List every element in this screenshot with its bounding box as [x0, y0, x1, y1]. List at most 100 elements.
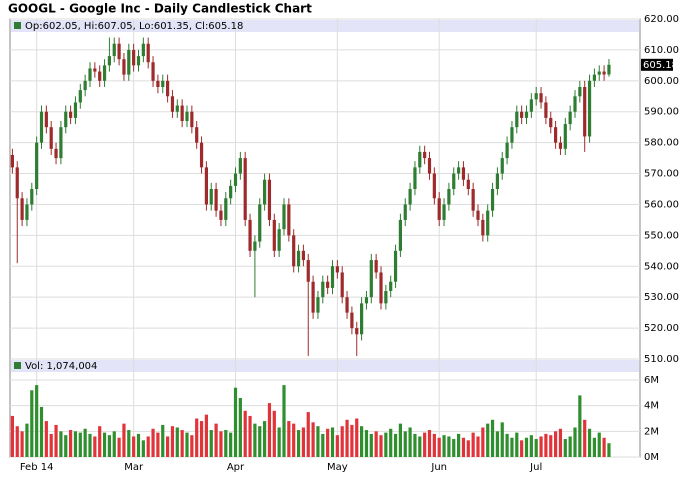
- candle-body: [573, 96, 577, 112]
- volume-bar: [175, 427, 179, 457]
- candle-body: [583, 87, 587, 137]
- candle-body: [112, 43, 116, 57]
- candle-body: [170, 96, 175, 112]
- candle-body: [20, 198, 24, 220]
- y2-tick-label: 6M: [644, 375, 659, 386]
- volume-bar: [447, 436, 451, 457]
- candle-body: [393, 250, 398, 282]
- volume-bar: [64, 435, 68, 457]
- candle-body: [156, 80, 160, 87]
- volume-bar: [461, 437, 466, 457]
- volume-bar: [73, 431, 78, 457]
- volume-bar: [495, 431, 499, 457]
- candle-body: [520, 111, 524, 118]
- volume-bar: [345, 419, 349, 457]
- candle-body: [379, 272, 383, 304]
- y-tick-label: 540.00: [644, 261, 679, 272]
- candle-body: [272, 219, 276, 251]
- volume-bar: [350, 424, 354, 457]
- candle-body: [447, 189, 451, 205]
- volume-bar: [413, 433, 417, 457]
- candle-body: [35, 142, 39, 189]
- volume-bar: [427, 430, 432, 457]
- volume-bar: [539, 436, 543, 457]
- volume-bar: [592, 437, 596, 457]
- volume-bar: [398, 423, 402, 457]
- candle-body: [166, 80, 170, 97]
- candle-body: [592, 74, 596, 81]
- volume-bar: [69, 430, 73, 457]
- volume-bar: [233, 387, 238, 457]
- candle-body: [190, 111, 194, 128]
- volume-bar: [112, 431, 116, 457]
- candle-body: [10, 155, 14, 168]
- volume-bar: [78, 432, 82, 457]
- candle-body: [457, 167, 461, 174]
- volume-bar: [166, 436, 170, 457]
- candle-body: [15, 167, 19, 199]
- candle-body: [287, 204, 291, 236]
- volume-bar: [98, 426, 102, 457]
- candle-body: [292, 235, 296, 267]
- candle-body: [311, 281, 315, 313]
- candle-body: [427, 158, 432, 174]
- x-tick-label: May: [327, 462, 348, 473]
- candle-body: [258, 204, 262, 242]
- candle-body: [88, 68, 92, 81]
- x-tick-label: Feb 14: [20, 462, 54, 473]
- volume-bar: [93, 436, 97, 457]
- candle-body: [54, 148, 58, 159]
- candle-body: [437, 198, 441, 220]
- volume-bar: [282, 385, 286, 457]
- candle-body: [117, 43, 121, 60]
- volume-bar: [287, 421, 291, 457]
- volume-bar: [500, 422, 504, 457]
- candle-body: [30, 189, 34, 205]
- volume-bar: [229, 432, 233, 457]
- volume-bar: [408, 427, 412, 457]
- volume-bar: [573, 427, 577, 457]
- candle-body: [607, 64, 611, 75]
- candle-body: [233, 173, 238, 186]
- candle-body: [355, 328, 359, 335]
- candle-body: [195, 127, 199, 143]
- candle-body: [524, 111, 529, 118]
- candle-body: [384, 291, 388, 304]
- volume-bar: [568, 436, 572, 457]
- volume-bar: [141, 440, 145, 457]
- volume-bar: [374, 431, 378, 457]
- volume-bar: [554, 431, 558, 457]
- candle-body: [505, 142, 509, 159]
- candle-body: [282, 204, 286, 230]
- candle-body: [403, 204, 407, 220]
- volume-bar: [418, 436, 422, 457]
- candle-body: [529, 99, 533, 112]
- volume-bar: [49, 433, 53, 457]
- candle-body: [350, 312, 354, 329]
- candle-body: [93, 68, 97, 72]
- volume-bar: [25, 423, 29, 457]
- volume-bar: [403, 431, 407, 457]
- candle-body: [578, 87, 582, 97]
- volume-bar: [340, 426, 344, 457]
- volume-bar: [321, 433, 325, 457]
- volume-bar: [510, 437, 514, 457]
- candle-body: [398, 219, 402, 251]
- volume-bar: [253, 423, 257, 457]
- volume-bar: [136, 433, 141, 457]
- candle-body: [39, 111, 44, 143]
- volume-bar: [597, 432, 601, 457]
- candle-body: [413, 167, 417, 189]
- volume-bar: [558, 428, 563, 457]
- candle-body: [481, 219, 485, 236]
- candle-body: [146, 43, 150, 63]
- candle-body: [364, 297, 369, 304]
- candle-body: [345, 297, 349, 313]
- candle-body: [161, 80, 165, 87]
- candle-body: [69, 111, 73, 118]
- volume-bar: [607, 443, 611, 457]
- candle-body: [587, 80, 592, 137]
- candle-body: [199, 142, 204, 168]
- candle-body: [486, 210, 490, 236]
- candle-body: [151, 62, 155, 81]
